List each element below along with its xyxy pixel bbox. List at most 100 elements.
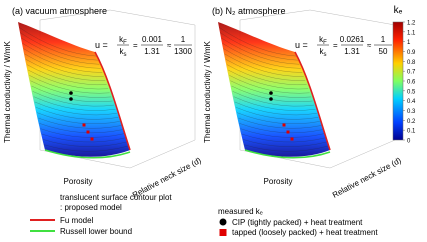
contour — [233, 96, 316, 111]
contour — [232, 91, 314, 107]
colorbar-tick-label: 0.3 — [407, 109, 416, 115]
legend-right: measured kₑ CIP (tightly packed) + heat … — [218, 207, 378, 237]
colorbar-tick-label: 0 — [407, 139, 411, 145]
eq-text: 0.0261 — [340, 35, 365, 44]
legend-text: tapped (loosely packed) + heat treatment — [232, 228, 378, 237]
contour — [19, 27, 97, 57]
contour — [37, 112, 120, 124]
eq-text: ks — [120, 47, 127, 58]
eq-text: k — [319, 35, 324, 44]
colorbar-tick-label: 0.1 — [407, 129, 416, 135]
contour — [237, 112, 320, 124]
colorbar — [392, 21, 404, 141]
colorbar-ticks: 1.2 1.1 1 0.9 0.8 0.7 0.6 0.5 0.4 0.3 0.2 0.1 0 — [403, 21, 416, 145]
contour — [20, 32, 98, 61]
contour — [30, 80, 112, 98]
contour — [29, 75, 110, 94]
eq-text: 1.31 — [144, 47, 160, 56]
contour — [230, 80, 312, 98]
contour — [28, 69, 109, 90]
axis-line — [309, 9, 396, 26]
tapped-point — [90, 137, 94, 141]
axis-line — [39, 9, 111, 21]
contour — [26, 64, 107, 85]
russell-curve — [44, 149, 131, 159]
contour — [41, 133, 126, 143]
contour — [238, 117, 322, 129]
tapped-point — [86, 130, 90, 134]
contour — [21, 37, 100, 65]
y-axis-label: Thermal conductivity / W/mK — [203, 40, 212, 142]
eq-text: kF — [119, 35, 127, 46]
eq-text: 1300 — [174, 47, 192, 56]
axis-line — [329, 139, 396, 169]
contour — [35, 107, 119, 120]
x-axis-label: Porosity — [264, 177, 293, 186]
colorbar-tick-label: 1 — [407, 40, 411, 46]
contour — [235, 107, 319, 120]
tapped-point — [282, 123, 286, 127]
contour — [224, 53, 304, 77]
contour — [229, 75, 310, 94]
colorbar-tick-label: 0.4 — [407, 99, 416, 105]
contour — [43, 144, 129, 152]
contour — [243, 144, 329, 152]
legend-left: translucent surface contour plot : propo… — [30, 193, 172, 236]
contour — [240, 128, 325, 138]
colorbar-tick-label: 1.2 — [407, 21, 416, 27]
contour — [225, 59, 306, 81]
contour — [226, 64, 307, 85]
eq-text: ≈ — [367, 41, 372, 50]
axis-line — [239, 9, 311, 21]
eq-text: 50 — [379, 47, 388, 56]
eq-text: 0.001 — [142, 35, 163, 44]
eq-text: = — [333, 41, 338, 50]
eq-text: 50 — [379, 47, 388, 56]
y-axis-label: Thermal conductivity / W/mK — [3, 40, 12, 142]
cip-point — [269, 91, 273, 95]
legend-text: Fu model — [60, 216, 94, 225]
colorbar-tick-label: 0.2 — [407, 119, 416, 125]
panels: (a) vacuum atmosphere Thermal conductivit… — [3, 6, 403, 200]
eq-sub: F — [123, 40, 127, 46]
eq-text: k — [120, 47, 125, 56]
tapped-point — [82, 123, 86, 127]
colorbar-tick-label: 0.7 — [407, 70, 416, 76]
eq-text: 1.31 — [344, 47, 360, 56]
legend-text: measured kₑ — [218, 207, 263, 216]
legend-text: translucent surface contour plot — [60, 193, 172, 202]
colorbar-tick-label: 0.8 — [407, 60, 416, 66]
eq-text: k — [119, 35, 124, 44]
contour — [220, 32, 298, 61]
cip-point — [69, 97, 73, 101]
contour — [34, 101, 117, 116]
legend-text: CIP (tightly packed) + heat treatment — [232, 218, 363, 227]
eq-text: 1 — [181, 35, 186, 44]
panel-title: (b) N₂ atmosphere — [212, 6, 286, 16]
eq-text: 1300 — [174, 47, 192, 56]
tapped-swatch — [219, 229, 227, 236]
eq-sub: F — [323, 40, 327, 46]
colorbar-tick-label: 1.1 — [407, 30, 416, 36]
contour — [42, 139, 128, 147]
contour — [239, 123, 323, 133]
fu-curve — [94, 51, 131, 151]
panel: (a) vacuum atmosphere Thermal conductivit… — [3, 6, 203, 200]
colorbar-tick-label: 0.5 — [407, 89, 416, 95]
contour — [219, 27, 297, 57]
cip-swatch — [219, 218, 227, 226]
tapped-point — [286, 130, 290, 134]
contour — [22, 43, 101, 69]
contour — [234, 101, 317, 116]
colorbar-tick-label: 0.9 — [407, 50, 416, 56]
contour — [33, 96, 116, 111]
contour — [24, 53, 104, 77]
eq-sub: s — [124, 52, 127, 58]
eq-text: 1 — [381, 35, 386, 44]
legend-text: Russell lower bound — [60, 227, 132, 236]
surface — [18, 22, 130, 157]
axis-line — [109, 9, 196, 26]
eq-text: ≈ — [167, 41, 172, 50]
eq-text: 1 — [181, 35, 186, 44]
